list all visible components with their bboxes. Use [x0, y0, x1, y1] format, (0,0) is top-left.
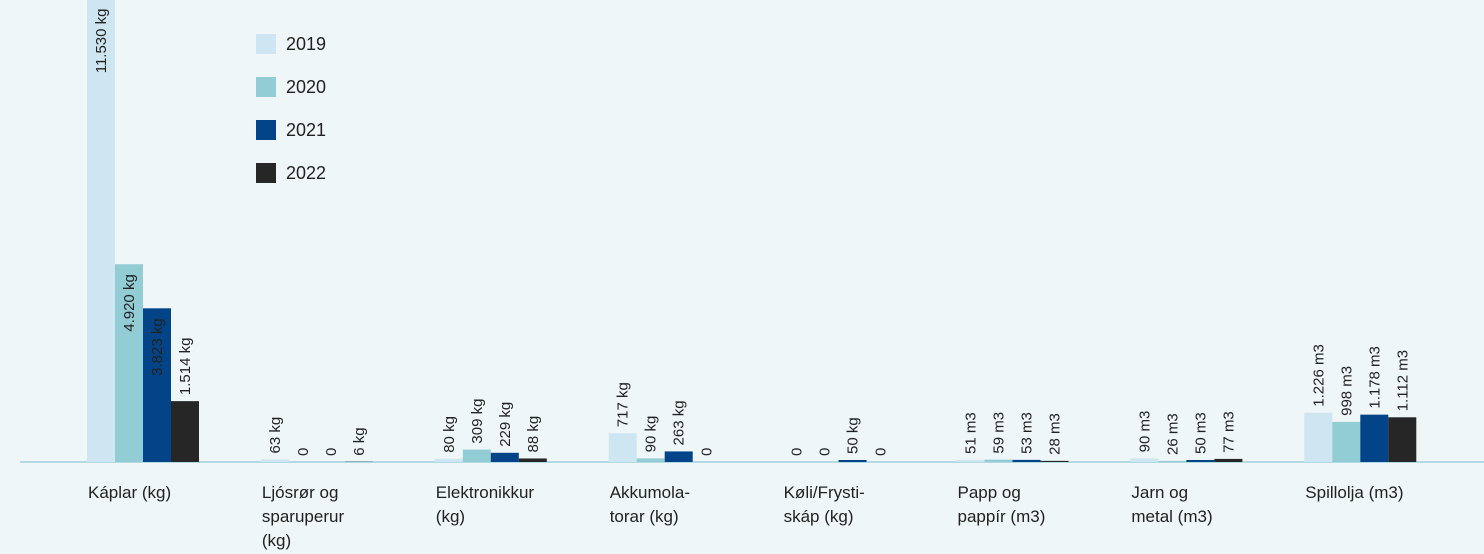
value-label: 998 m3 — [1338, 366, 1355, 416]
value-label: 51 m3 — [963, 412, 980, 454]
legend-swatch — [256, 120, 276, 140]
bar — [490, 452, 519, 462]
value-label: 88 kg — [525, 416, 542, 453]
value-label: 1.178 m3 — [1366, 346, 1383, 409]
value-label: 28 m3 — [1047, 413, 1064, 455]
value-label: 90 m3 — [1136, 411, 1153, 453]
legend-swatch — [256, 34, 276, 54]
value-label: 4.920 kg — [121, 274, 138, 332]
value-label: 717 kg — [615, 382, 632, 427]
bar — [434, 458, 463, 462]
legend-swatch — [256, 77, 276, 97]
bar — [171, 401, 199, 462]
bar — [1186, 459, 1215, 462]
bar — [260, 459, 289, 462]
value-label: 309 kg — [469, 399, 486, 444]
category-label: Ljósrør og sparuperur (kg) — [261, 483, 345, 550]
value-label: 50 m3 — [1192, 412, 1209, 454]
bar — [1040, 460, 1069, 462]
bar — [462, 449, 491, 462]
category-label: Káplar (kg) — [88, 483, 172, 502]
value-label: 80 kg — [441, 416, 458, 453]
value-label: 59 m3 — [991, 412, 1008, 454]
value-label: 63 kg — [267, 417, 284, 454]
bar — [143, 308, 171, 462]
value-label: 1.226 m3 — [1310, 344, 1327, 407]
bar — [664, 451, 693, 462]
bar — [984, 459, 1013, 462]
bar — [1214, 458, 1243, 462]
legend-label: 2021 — [286, 120, 326, 140]
value-label: 1.514 kg — [177, 338, 194, 396]
value-label: 1.112 m3 — [1394, 350, 1411, 411]
category-label: Papp og pappír (m3) — [957, 483, 1046, 526]
value-label: 26 m3 — [1164, 413, 1181, 455]
bar — [115, 264, 143, 462]
category-label: Elektronikkur (kg) — [435, 483, 535, 526]
legend-label: 2022 — [286, 163, 326, 183]
legend-swatch — [256, 163, 276, 183]
value-label: 263 kg — [671, 400, 688, 445]
bar — [87, 0, 115, 463]
value-label: 0 — [873, 448, 890, 456]
value-label: 53 m3 — [1019, 412, 1036, 454]
legend-label: 2019 — [286, 34, 326, 54]
bar — [1332, 421, 1361, 462]
category-label: Akkumola- torar (kg) — [609, 483, 690, 526]
bar — [518, 458, 547, 462]
bar — [1388, 417, 1417, 462]
value-label: 50 kg — [845, 417, 862, 454]
category-label: Jarn og metal (m3) — [1131, 483, 1213, 526]
category-label: Køli/Frysti- skáp (kg) — [783, 483, 865, 526]
value-label: 0 — [699, 448, 716, 456]
value-label: 229 kg — [497, 402, 514, 447]
legend-label: 2020 — [286, 77, 326, 97]
category-label: Spillolja (m3) — [1305, 483, 1404, 502]
bar — [1360, 414, 1389, 462]
value-label: 0 — [323, 448, 340, 456]
bar — [608, 433, 637, 462]
value-label: 6 kg — [351, 427, 368, 455]
value-label: 90 kg — [643, 416, 660, 453]
bar — [838, 459, 867, 462]
bar — [636, 458, 665, 462]
value-label: 0 — [789, 448, 806, 456]
bar — [1304, 412, 1333, 462]
bar — [1158, 460, 1187, 462]
value-label: 3.823 kg — [149, 318, 166, 376]
bar — [1130, 458, 1159, 462]
value-label: 0 — [817, 448, 834, 456]
bar — [1012, 459, 1041, 462]
value-label: 11.530 kg — [93, 8, 110, 73]
value-label: 77 m3 — [1220, 411, 1237, 453]
bar — [956, 459, 985, 462]
value-label: 0 — [295, 448, 312, 456]
